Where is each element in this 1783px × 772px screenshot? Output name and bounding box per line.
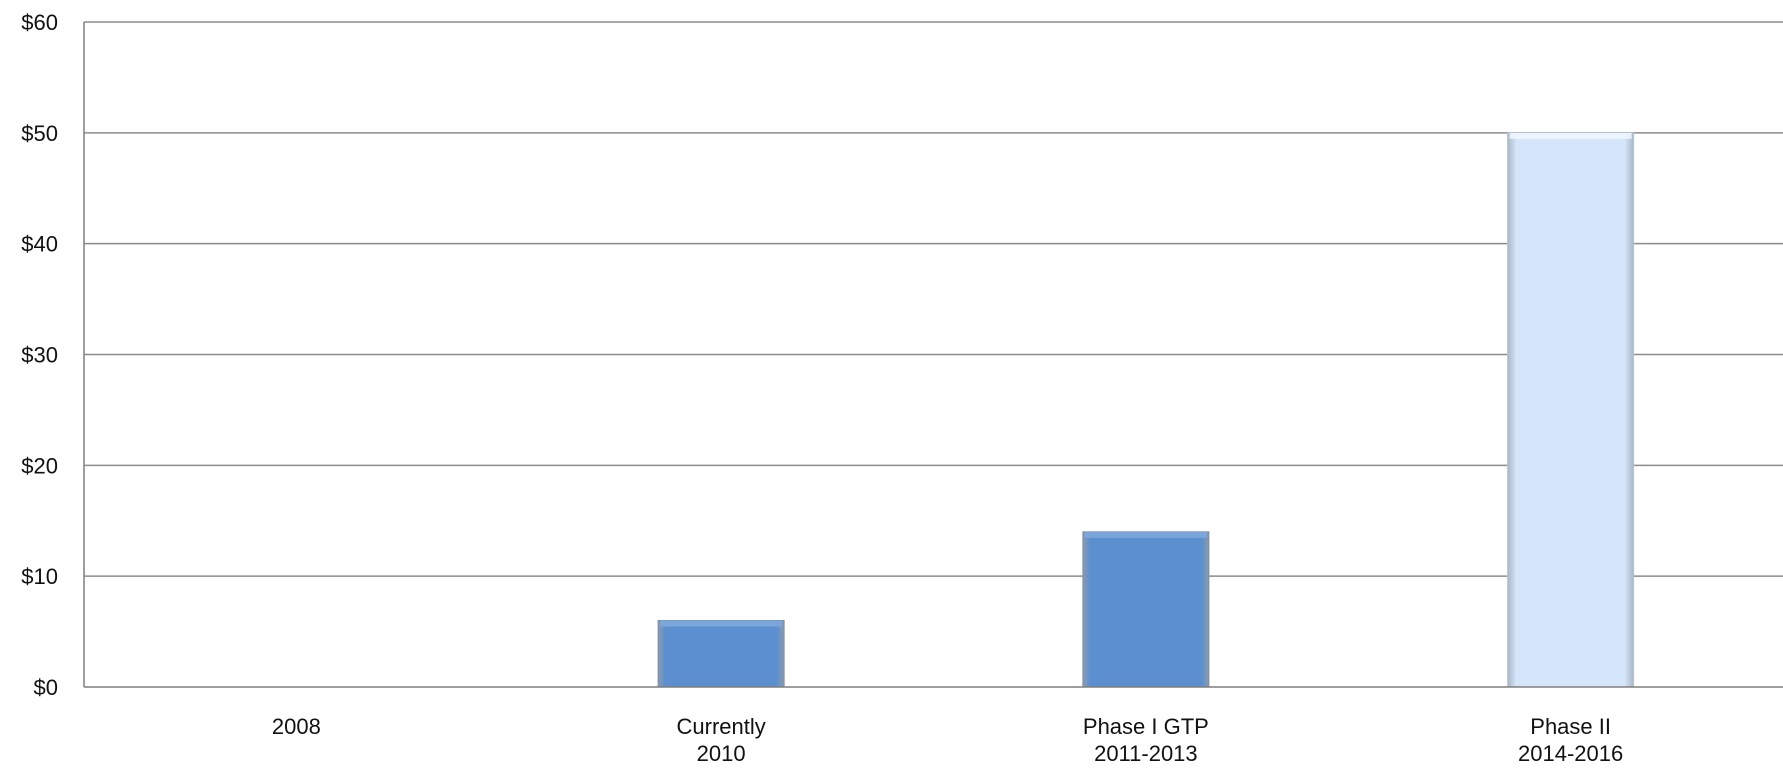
x-category-label: Phase II 2014-2016 [1518,714,1623,766]
x-category-label: 2008 [272,714,321,739]
x-category-label: Phase I GTP 2011-2013 [1083,714,1209,766]
x-category-label-line: 2008 [272,714,321,739]
y-tick-label: $50 [21,121,58,146]
bar [1507,132,1635,688]
y-tick-label: $0 [34,675,58,700]
axes [83,22,1783,688]
x-category-label-line: Currently [677,714,766,739]
x-category-label-line: Phase I GTP [1083,714,1209,739]
bar-top-highlight [1084,531,1207,538]
y-tick-label: $20 [21,453,58,478]
y-axis-tick-labels: $0 $10 $20 $30 $40 $50 $60 [21,10,58,700]
x-category-label-line: 2014-2016 [1518,741,1623,766]
y-tick-label: $40 [21,232,58,257]
x-category-label: Currently 2010 [677,714,766,766]
bar [1082,531,1210,688]
x-category-label-line: Phase II [1530,714,1611,739]
bars [657,132,1635,688]
bar-top-highlight [1509,132,1632,139]
x-category-label-line: 2011-2013 [1094,741,1198,766]
x-category-label-line: 2010 [697,741,746,766]
y-tick-label: $60 [21,10,58,35]
bar [657,620,785,688]
bar-top-highlight [660,620,783,627]
y-tick-label: $30 [21,343,58,368]
gridlines [84,21,1783,577]
y-tick-label: $10 [21,564,58,589]
